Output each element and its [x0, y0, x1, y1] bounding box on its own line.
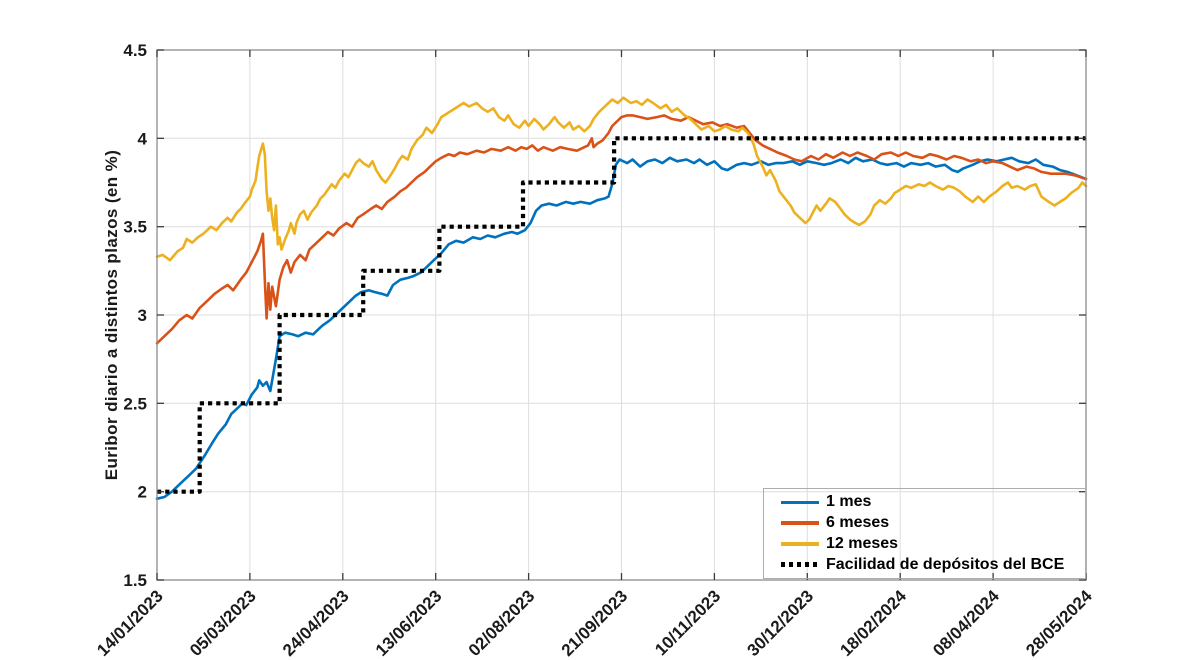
- x-tick-labels: 14/01/2023 05/03/2023 24/04/2023 13/06/2023…: [93, 586, 1096, 660]
- x-tick-label: 18/02/2024: [836, 586, 910, 660]
- y-tick-label: 1.5: [123, 571, 147, 590]
- legend-line-sample-6-meses: [781, 521, 819, 525]
- x-tick-label: 30/12/2023: [744, 586, 818, 660]
- legend-item-facilidad-bce: Facilidad de depósitos del BCE: [781, 555, 1085, 574]
- tick-marks: [156, 49, 1087, 581]
- legend-line-sample-1-mes: [781, 500, 819, 505]
- y-tick-label: 2: [138, 483, 147, 502]
- x-tick-label: 05/03/2023: [186, 586, 260, 660]
- x-tick-label: 10/11/2023: [651, 586, 724, 659]
- legend-item-12-meses: 12 meses: [781, 534, 1085, 553]
- x-tick-label: 14/01/2023: [93, 586, 167, 660]
- x-tick-label: 13/06/2023: [372, 586, 446, 660]
- legend-item-6-meses: 6 meses: [781, 514, 1085, 533]
- legend-line-sample-facilidad-bce: [781, 562, 819, 567]
- series-line-12-meses: [155, 96, 1088, 262]
- y-tick-label: 3.5: [123, 218, 147, 237]
- y-tick-label: 2.5: [123, 394, 147, 413]
- x-tick-label: 28/05/2024: [1022, 586, 1096, 660]
- x-tick-label: 21/09/2023: [558, 586, 632, 660]
- y-tick-labels: 1.5 2 2.5 3 3.5 4 4.5: [123, 41, 147, 590]
- y-axis-label: Euribor diario a distintos plazos (en %): [102, 149, 121, 481]
- legend-label-6-meses: 6 meses: [826, 514, 890, 532]
- legend-label-1-mes: 1 mes: [826, 493, 872, 511]
- legend-label-facilidad-bce: Facilidad de depósitos del BCE: [826, 555, 1065, 573]
- x-tick-label: 02/08/2023: [465, 586, 539, 660]
- series-line-1-mes: [155, 156, 1088, 501]
- series-line-6-meses: [155, 114, 1088, 345]
- y-tick-label: 4.5: [123, 41, 147, 60]
- x-tick-label: 08/04/2024: [929, 586, 1003, 660]
- legend-line-sample-12-meses: [781, 542, 819, 546]
- legend: 1 mes 6 meses 12 meses Facilidad de depó…: [763, 488, 1086, 579]
- legend-label-12-meses: 12 meses: [826, 534, 899, 552]
- y-tick-label: 4: [138, 129, 148, 148]
- x-tick-label: 24/04/2023: [279, 586, 353, 660]
- legend-item-1-mes: 1 mes: [781, 493, 1085, 512]
- y-tick-label: 3: [138, 306, 147, 325]
